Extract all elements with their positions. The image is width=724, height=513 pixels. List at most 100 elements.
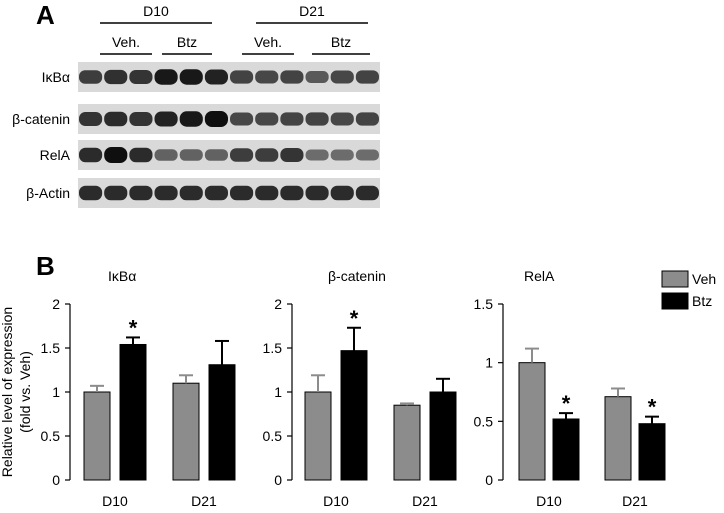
- group-label: D21: [299, 3, 325, 19]
- blot-band: [280, 185, 304, 201]
- blot-band: [305, 112, 329, 126]
- chart-1: β-catenin 0 0.5 1 1.5 2 D10 D21 *: [263, 268, 457, 509]
- bar: [518, 362, 546, 481]
- blot-band: [355, 112, 379, 126]
- x-tick-label: D10: [536, 493, 562, 509]
- y-tick-label: 1: [274, 384, 282, 400]
- blot-band: [129, 147, 153, 163]
- panel-b-letter: B: [36, 251, 55, 281]
- legend: Veh Btz: [661, 270, 716, 310]
- blot-row-label: IκBα: [42, 69, 70, 85]
- chart-title: β-catenin: [328, 268, 386, 284]
- bar: [208, 364, 236, 481]
- chart-title: RelA: [524, 268, 555, 284]
- blot-band: [280, 112, 304, 126]
- blot-band: [280, 70, 304, 84]
- subgroup-label: Veh.: [254, 34, 282, 50]
- blot-band: [79, 185, 103, 201]
- significance-mark: *: [562, 391, 571, 416]
- significance-mark: *: [648, 395, 657, 420]
- blot-band: [255, 112, 279, 126]
- y-tick-label: 0.5: [474, 413, 494, 429]
- blot-band: [104, 147, 128, 163]
- blot-band: [255, 185, 279, 201]
- blot-band: [330, 149, 354, 161]
- blot-band: [79, 147, 103, 163]
- y-tick-label: 1: [52, 384, 60, 400]
- blot-band: [330, 70, 354, 84]
- blot-band: [204, 185, 228, 201]
- blot-membrane: [78, 62, 380, 92]
- blot-band: [179, 111, 203, 127]
- blot-band: [179, 149, 203, 161]
- y-tick-label: 0.5: [41, 428, 61, 444]
- blot-band: [230, 112, 254, 126]
- bar: [393, 404, 421, 481]
- bar: [119, 343, 147, 481]
- blot-band: [330, 185, 354, 201]
- blot-band: [355, 70, 379, 84]
- blot-band: [255, 70, 279, 84]
- blot-band: [280, 148, 304, 162]
- blot-band: [230, 185, 254, 201]
- blot-band: [79, 112, 103, 126]
- blot-band: [104, 111, 128, 127]
- x-tick-label: D21: [191, 493, 217, 509]
- bar: [172, 382, 200, 481]
- chart-2: RelA 0 0.5 1 1.5 D10 D21 * *: [474, 268, 666, 509]
- x-tick-label: D10: [323, 493, 349, 509]
- x-tick-label: D10: [102, 493, 128, 509]
- blot-band: [305, 149, 329, 161]
- subgroup-label: Veh.: [112, 34, 140, 50]
- y-tick-label: 0: [485, 472, 493, 488]
- blot-band: [154, 69, 178, 85]
- chart-0: IκBα 0 0.5 1 1.5 2 D10 D21 *: [41, 268, 236, 509]
- blot-band: [129, 112, 153, 126]
- y-tick-label: 1: [485, 355, 493, 371]
- blot-band: [230, 70, 254, 84]
- blot-band: [179, 185, 203, 201]
- blot-band: [104, 69, 128, 85]
- y-tick-label: 1.5: [263, 340, 283, 356]
- y-tick-label: 0: [52, 472, 60, 488]
- y-tick-label: 0: [274, 472, 282, 488]
- blot-band: [79, 70, 103, 84]
- legend-swatch: [661, 292, 689, 310]
- blot-band: [355, 149, 379, 161]
- blot-band: [330, 112, 354, 126]
- subgroup-label: Btz: [331, 34, 351, 50]
- subgroup-label: Btz: [177, 34, 197, 50]
- blot-band: [305, 185, 329, 201]
- blot-band: [104, 185, 128, 201]
- blot-band: [305, 71, 329, 83]
- legend-label: Veh: [692, 271, 716, 287]
- blot-membrane: [78, 140, 380, 170]
- y-tick-label: 1.5: [474, 296, 494, 312]
- bar: [604, 396, 632, 481]
- panel-a-letter: A: [36, 0, 55, 30]
- blot-band: [204, 111, 228, 127]
- blot-band: [230, 148, 254, 162]
- chart-title: IκBα: [108, 268, 136, 284]
- bar-charts: IκBα 0 0.5 1 1.5 2 D10 D21 * β-catenin 0 0.5 1 1.5 2 D1…: [41, 268, 666, 509]
- blot-row-label: RelA: [40, 147, 71, 163]
- blot-band: [129, 70, 153, 84]
- blot-band: [204, 149, 228, 161]
- bar: [552, 418, 580, 481]
- blot-membrane: [78, 178, 380, 208]
- blot-row-label: β-Actin: [26, 185, 70, 201]
- y-axis-label-line1: Relative level of expression: [0, 307, 15, 477]
- blot-band: [179, 69, 203, 85]
- x-tick-label: D21: [412, 493, 438, 509]
- y-tick-label: 0.5: [263, 428, 283, 444]
- significance-mark: *: [129, 315, 138, 340]
- y-axis-label-line2: (fold vs. Veh): [17, 351, 33, 433]
- y-tick-label: 2: [52, 296, 60, 312]
- bar: [340, 350, 368, 481]
- x-tick-label: D21: [622, 493, 648, 509]
- bar: [83, 391, 111, 481]
- group-label: D10: [143, 3, 169, 19]
- blot-row-label: β-catenin: [12, 111, 70, 127]
